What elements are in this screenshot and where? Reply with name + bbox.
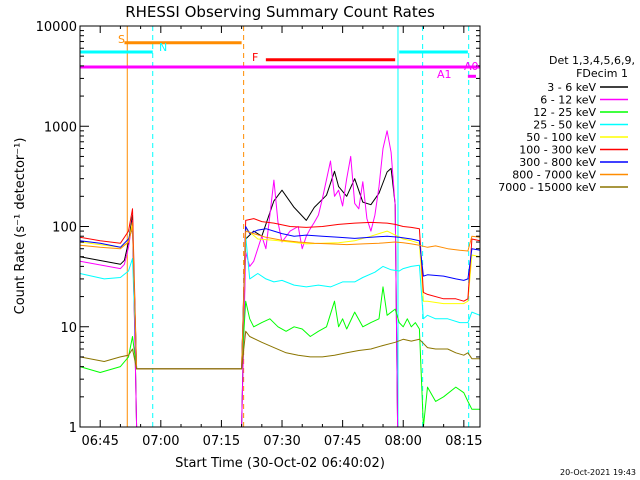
annotation-a0: A0	[464, 60, 479, 73]
series-line-12-25-kev	[79, 286, 480, 428]
legend-label-12-25-kev: 12 - 25 keV	[533, 106, 596, 119]
x-tick-label: 08:00	[384, 434, 421, 449]
x-tick-label: 07:00	[142, 434, 179, 449]
legend-label-50-100-kev: 50 - 100 keV	[526, 131, 596, 144]
y-tick-label: 10	[60, 321, 77, 336]
series-layer	[79, 130, 481, 428]
y-axis-label: Count Rate (s⁻¹ detector⁻¹)	[13, 138, 28, 315]
y-tick-label: 1000	[44, 120, 77, 135]
annotation-n: N	[159, 41, 167, 54]
x-tick-label: 07:45	[324, 434, 361, 449]
x-tick-label: 07:30	[263, 434, 300, 449]
chart-title: RHESSI Observing Summary Count Rates	[125, 3, 435, 21]
footer-timestamp: 20-Oct-2021 19:43	[560, 468, 636, 477]
x-axis-label: Start Time (30-Oct-02 06:40:02)	[175, 456, 385, 471]
legend-label-800-7000-kev: 800 - 7000 keV	[512, 169, 596, 182]
legend-label-6-12-kev: 6 - 12 keV	[540, 94, 596, 107]
x-tick-label: 07:15	[203, 434, 240, 449]
y-tick-label: 100	[52, 221, 77, 236]
y-tick-label: 10000	[36, 20, 77, 35]
x-tick-label: 08:15	[445, 434, 482, 449]
legend-label-300-800-kev: 300 - 800 keV	[519, 156, 596, 169]
legend-label-25-50-kev: 25 - 50 keV	[533, 119, 596, 132]
y-tick-label: 1	[69, 421, 77, 436]
legend-label-7000-15000-kev: 7000 - 15000 keV	[498, 181, 596, 194]
tick-layer: 06:45 07:00 07:15 07:30 07:45 08:00 08:15 1 10 10…	[36, 20, 483, 449]
legend-header-line-1: Det 1,3,4,5,6,9,	[549, 54, 635, 67]
annotation-s: S	[118, 33, 125, 46]
legend-label-3-6-kev: 3 - 6 keV	[547, 81, 596, 94]
flag-bar-layer	[80, 41, 480, 78]
legend-header-line-2: FDecim 1	[576, 67, 628, 80]
legend-label-100-300-kev: 100 - 300 keV	[519, 144, 596, 157]
annotation-f: F	[252, 51, 258, 64]
series-line-7000-15000-kev	[79, 330, 480, 370]
series-line-800-7000-kev	[79, 226, 481, 370]
x-tick-label: 06:45	[81, 434, 118, 449]
series-line-6-12-kev	[79, 130, 480, 428]
annotation-a1: A1	[437, 68, 452, 81]
